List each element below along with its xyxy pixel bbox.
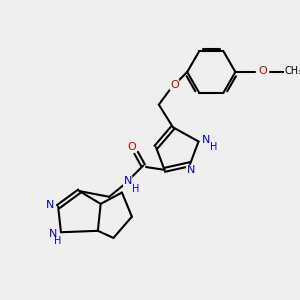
Text: H: H — [55, 236, 62, 246]
Text: N: N — [46, 200, 54, 210]
Text: H: H — [132, 184, 140, 194]
Text: N: N — [187, 165, 195, 176]
Text: O: O — [259, 66, 267, 76]
Text: O: O — [128, 142, 136, 152]
Text: O: O — [170, 80, 179, 90]
Text: H: H — [210, 142, 218, 152]
Text: N: N — [49, 229, 57, 239]
Text: N: N — [123, 176, 132, 186]
Text: CH₃: CH₃ — [284, 66, 300, 76]
Text: N: N — [202, 135, 211, 145]
